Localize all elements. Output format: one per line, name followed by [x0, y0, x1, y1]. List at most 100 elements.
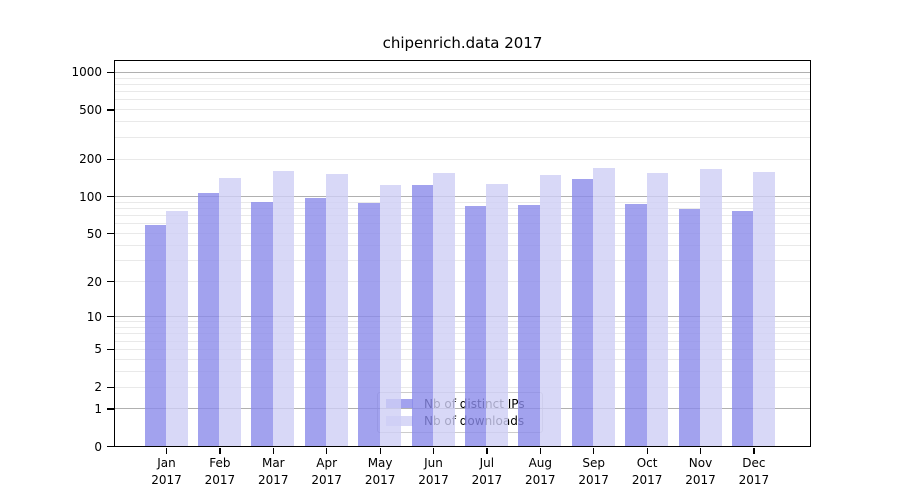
bar-distinct-ips: [731, 210, 754, 446]
x-tick: [433, 447, 435, 454]
x-tick: [272, 447, 275, 454]
y-tick: [107, 71, 114, 74]
major-gridline: [115, 71, 810, 73]
y-tick: [107, 386, 114, 388]
bar-downloads: [219, 177, 241, 446]
x-tick-label: Oct 2017: [631, 456, 663, 487]
y-tick: [107, 281, 114, 283]
x-tick: [486, 447, 488, 454]
bar-downloads: [433, 172, 455, 446]
minor-gridline: [115, 321, 810, 323]
major-gridline: [115, 408, 810, 410]
x-tick-label: Sep 2017: [578, 456, 609, 487]
x-tick: [219, 447, 221, 454]
bar-distinct-ips: [625, 204, 647, 446]
y-tick: [107, 233, 114, 235]
minor-gridline: [115, 91, 810, 93]
bar-downloads: [166, 211, 188, 446]
chart-title: chipenrich.data 2017: [382, 34, 543, 52]
bar-downloads: [379, 184, 402, 446]
minor-gridline: [115, 223, 810, 225]
major-gridline: [115, 196, 810, 198]
bar-distinct-ips: [144, 225, 166, 446]
x-tick-label: Jul 2017: [471, 456, 503, 487]
minor-gridline: [115, 327, 810, 328]
y-tick-label: 0: [94, 439, 102, 454]
y-tick: [107, 408, 114, 410]
minor-gridline: [115, 358, 810, 360]
bar-downloads: [272, 170, 295, 446]
minor-gridline: [115, 99, 810, 101]
x-tick: [753, 447, 755, 454]
x-tick: [593, 447, 595, 454]
bar-distinct-ips: [251, 202, 273, 446]
minor-gridline: [115, 348, 810, 350]
y-tick: [107, 446, 114, 448]
x-tick: [539, 447, 542, 454]
x-tick-label: Apr 2017: [311, 456, 342, 487]
y-tick-label: 1000: [71, 65, 102, 80]
x-tick: [646, 447, 648, 454]
y-tick: [107, 196, 114, 198]
minor-gridline: [115, 77, 810, 79]
minor-gridline: [115, 386, 810, 388]
minor-gridline: [115, 109, 810, 111]
minor-gridline: [115, 136, 810, 138]
bar-downloads: [539, 175, 562, 446]
x-tick-label: Feb 2017: [204, 456, 236, 487]
minor-gridline: [115, 83, 810, 85]
x-tick-label: Nov 2017: [685, 456, 716, 487]
minor-gridline: [115, 158, 810, 160]
minor-gridline: [115, 244, 810, 246]
major-gridline: [115, 316, 810, 318]
minor-gridline: [115, 233, 810, 235]
minor-gridline: [115, 340, 810, 342]
bar-distinct-ips: [411, 185, 433, 446]
x-tick: [166, 447, 168, 454]
minor-gridline: [115, 215, 810, 217]
y-tick-label: 1: [94, 401, 102, 416]
minor-gridline: [115, 121, 810, 123]
y-tick-label: 10: [86, 309, 102, 324]
x-tick-label: Aug 2017: [525, 456, 556, 487]
y-tick-label: 100: [79, 189, 102, 204]
y-tick-label: 5: [94, 342, 102, 357]
bar-distinct-ips: [678, 209, 700, 446]
x-tick-label: Jun 2017: [418, 456, 449, 487]
x-tick-label: Mar 2017: [258, 456, 289, 487]
y-tick-label: 500: [79, 102, 102, 117]
minor-gridline: [115, 370, 810, 372]
x-tick-label: May 2017: [364, 456, 396, 487]
bar-distinct-ips: [571, 179, 594, 446]
x-tick: [379, 447, 381, 454]
y-tick: [107, 348, 114, 351]
y-tick-label: 200: [79, 152, 102, 167]
y-tick-label: 20: [86, 274, 102, 289]
x-tick: [700, 447, 702, 454]
bar-distinct-ips: [304, 198, 327, 446]
bar-downloads: [753, 172, 775, 446]
bar-downloads: [486, 184, 508, 446]
bar-distinct-ips: [464, 206, 487, 446]
y-tick-label: 2: [94, 380, 102, 394]
bar-distinct-ips: [518, 205, 540, 446]
bar-distinct-ips: [197, 193, 220, 446]
y-tick: [107, 158, 114, 161]
x-tick-label: Jan 2017: [151, 456, 182, 487]
x-tick-label: Dec 2017: [738, 456, 770, 487]
y-tick-label: 50: [86, 226, 102, 241]
bar-distinct-ips: [358, 202, 380, 446]
x-tick: [326, 447, 328, 454]
y-tick: [107, 109, 114, 111]
minor-gridline: [115, 281, 810, 283]
bar-downloads: [593, 167, 615, 446]
minor-gridline: [115, 260, 810, 262]
minor-gridline: [115, 333, 810, 335]
bar-downloads: [700, 169, 722, 446]
plot-area: Nb of distinct IPs Nb of downloads: [114, 60, 811, 447]
y-tick: [107, 316, 114, 318]
minor-gridline: [115, 201, 810, 203]
bar-downloads: [326, 174, 348, 446]
minor-gridline: [115, 208, 810, 209]
